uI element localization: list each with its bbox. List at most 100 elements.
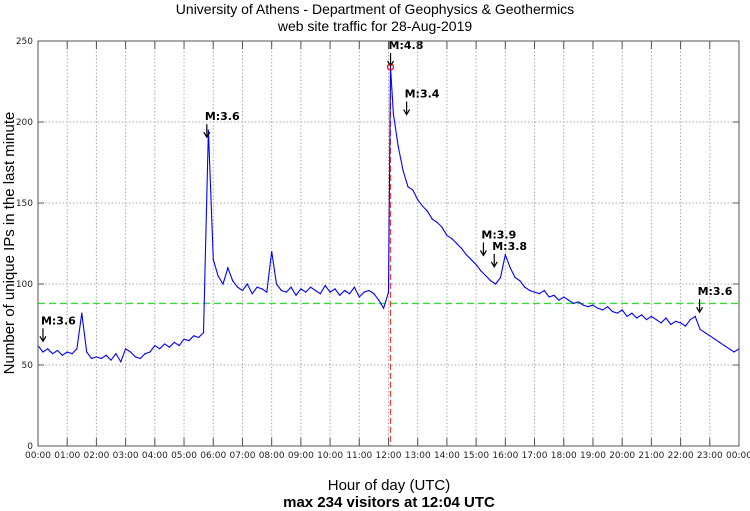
- x-tick-label: 13:00: [405, 451, 431, 461]
- data-point: [329, 291, 331, 293]
- x-tick-label: 09:00: [288, 451, 314, 461]
- data-point: [256, 286, 258, 288]
- data-point: [373, 293, 375, 295]
- data-point: [183, 338, 185, 340]
- data-point: [650, 315, 652, 317]
- data-point: [451, 238, 453, 240]
- data-point: [587, 306, 589, 308]
- data-point: [524, 286, 526, 288]
- data-point: [358, 296, 360, 298]
- x-tick-label: 20:00: [609, 451, 635, 461]
- data-point: [597, 307, 599, 309]
- data-point: [465, 254, 467, 256]
- x-tick-label: 19:00: [580, 451, 606, 461]
- data-point: [533, 291, 536, 293]
- data-point: [81, 312, 83, 314]
- series-line: [37, 66, 740, 364]
- data-point: [412, 189, 414, 191]
- data-point: [679, 322, 682, 324]
- arrowhead-icon: [387, 60, 395, 68]
- data-point: [52, 353, 54, 355]
- data-point: [592, 304, 594, 306]
- data-point: [392, 113, 394, 115]
- x-tick-label: 08:00: [259, 451, 285, 461]
- data-point: [519, 280, 521, 282]
- x-tick-label: 16:00: [492, 451, 518, 461]
- data-point: [548, 296, 550, 298]
- data-point: [188, 340, 190, 342]
- data-point: [426, 210, 429, 212]
- data-point: [718, 341, 721, 343]
- arrowhead-icon: [696, 306, 704, 314]
- data-point: [665, 317, 667, 319]
- data-point: [704, 332, 706, 334]
- data-point: [509, 267, 511, 269]
- data-point: [504, 254, 506, 256]
- data-point: [582, 304, 584, 306]
- data-point: [378, 299, 380, 301]
- data-point: [446, 234, 448, 236]
- arrowhead-icon: [479, 250, 487, 257]
- data-point: [723, 344, 725, 347]
- data-point: [129, 351, 132, 353]
- data-point: [66, 351, 68, 353]
- data-point: [407, 186, 409, 188]
- x-tick-label: 02:00: [83, 451, 109, 461]
- y-tick-label: 250: [16, 37, 33, 47]
- data-point: [110, 359, 112, 361]
- x-tick-label: 15:00: [463, 451, 489, 461]
- arrowhead-icon: [203, 131, 211, 139]
- data-point: [310, 286, 312, 288]
- y-tick-label: 50: [22, 361, 34, 371]
- x-tick-label: 12:00: [376, 451, 402, 461]
- x-tick-label: 00:00: [726, 451, 750, 461]
- data-point: [305, 291, 307, 293]
- data-point: [222, 283, 224, 285]
- data-point: [684, 325, 687, 327]
- x-tick-label: 21:00: [638, 451, 664, 461]
- data-point: [232, 280, 234, 282]
- data-point: [280, 289, 283, 292]
- data-point: [733, 351, 735, 353]
- data-point: [47, 348, 49, 350]
- earthquake-annotation: M:3.9: [481, 228, 516, 241]
- chart-title: University of Athens - Department of Geo…: [176, 1, 574, 17]
- data-point: [236, 286, 239, 288]
- data-point: [324, 285, 326, 287]
- data-point: [529, 289, 531, 292]
- data-point: [568, 299, 570, 301]
- data-point: [115, 353, 117, 355]
- data-point: [61, 354, 63, 356]
- x-axis-label: Hour of day (UTC): [328, 477, 451, 494]
- data-point: [714, 338, 716, 340]
- plot-frame: [37, 40, 740, 447]
- data-point: [251, 293, 253, 295]
- data-point: [611, 310, 614, 313]
- data-point: [207, 129, 209, 131]
- x-tick-label: 01:00: [54, 451, 80, 461]
- data-point: [514, 276, 516, 279]
- data-point: [441, 226, 443, 228]
- y-tick-label: 100: [16, 280, 33, 290]
- data-point: [334, 288, 336, 290]
- data-point: [543, 289, 545, 292]
- arrowhead-icon: [39, 336, 47, 343]
- data-point: [300, 288, 302, 290]
- data-point: [202, 332, 205, 334]
- data-point: [553, 294, 555, 296]
- x-tick-label: 07:00: [229, 451, 255, 461]
- x-tick-label: 03:00: [113, 451, 139, 461]
- data-point: [480, 270, 482, 272]
- y-axis-label: Number of unique IPs in the last minute: [1, 112, 18, 375]
- data-point: [198, 336, 200, 339]
- data-point: [645, 319, 648, 321]
- data-point: [499, 276, 502, 279]
- data-point: [105, 354, 107, 356]
- earthquake-annotation: M:4.8: [389, 39, 424, 52]
- data-point: [699, 328, 701, 330]
- x-tick-label: 14:00: [434, 451, 460, 461]
- data-point: [660, 322, 662, 324]
- x-tick-label: 18:00: [551, 451, 577, 461]
- data-point: [227, 267, 229, 269]
